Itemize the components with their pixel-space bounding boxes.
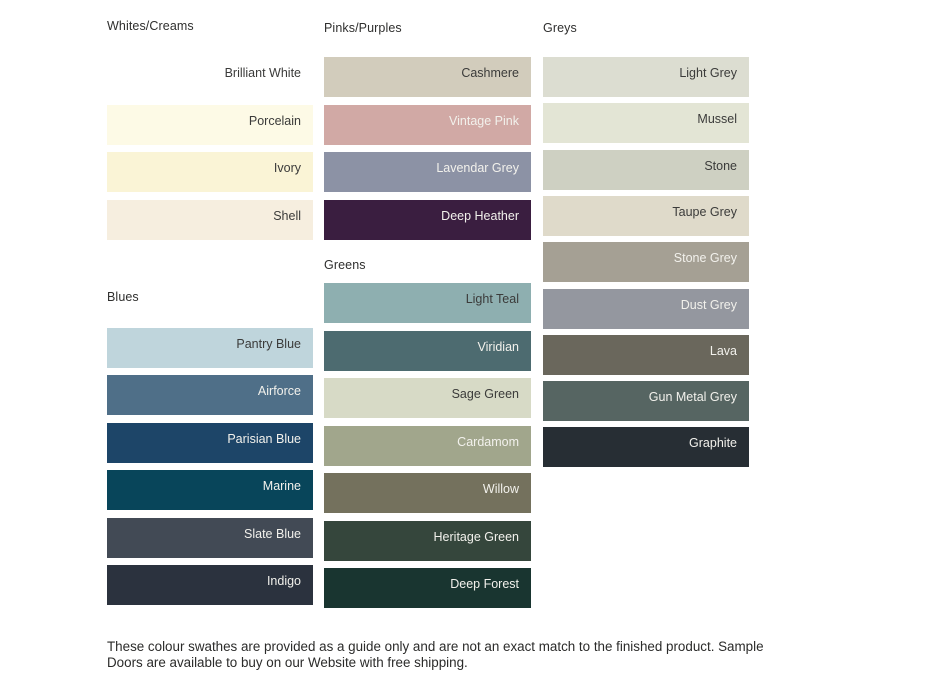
swatch-lava[interactable]: Lava: [543, 334, 749, 375]
swatch-willow[interactable]: Willow: [324, 473, 531, 513]
swatch-shell[interactable]: Shell: [107, 199, 313, 240]
swatch-gun-metal-grey[interactable]: Gun Metal Grey: [543, 381, 749, 422]
section-title-whites-creams: Whites/Creams: [107, 19, 194, 33]
swatch-label: Marine: [262, 479, 301, 493]
swatch-label: Indigo: [266, 574, 301, 588]
swatch-label: Light Grey: [679, 66, 737, 80]
swatch-label: Porcelain: [248, 113, 301, 128]
swatch-heritage-green[interactable]: Heritage Green: [324, 520, 531, 561]
footnote-line-1: These colour swathes are provided as a g…: [107, 639, 764, 654]
swatch-label: Ivory: [273, 161, 301, 175]
swatch-slate-blue[interactable]: Slate Blue: [107, 517, 313, 558]
swatch-label: Mussel: [697, 112, 737, 127]
section-title-greens: Greens: [324, 258, 366, 272]
swatch-label: Shell: [273, 208, 301, 223]
swatch-label: Cardamom: [457, 434, 519, 449]
footnote-line-2: Doors are available to buy on our Websit…: [107, 654, 468, 670]
swatch-cashmere[interactable]: Cashmere: [324, 57, 531, 97]
swatch-cardamom[interactable]: Cardamom: [324, 425, 531, 466]
swatch-light-teal[interactable]: Light Teal: [324, 283, 531, 323]
swatch-deep-heather[interactable]: Deep Heather: [324, 199, 531, 240]
swatch-label: Vintage Pink: [449, 113, 519, 128]
swatch-stone[interactable]: Stone: [543, 149, 749, 190]
swatch-parisian-blue[interactable]: Parisian Blue: [107, 422, 313, 463]
swatch-marine[interactable]: Marine: [107, 470, 313, 510]
swatch-vintage-pink[interactable]: Vintage Pink: [324, 104, 531, 145]
swatch-sage-green[interactable]: Sage Green: [324, 378, 531, 418]
swatch-label: Slate Blue: [244, 526, 301, 541]
swatch-pantry-blue[interactable]: Pantry Blue: [107, 327, 313, 368]
swatch-label: Sage Green: [451, 387, 519, 401]
swatch-label: Stone Grey: [673, 251, 737, 266]
swatch-label: Taupe Grey: [672, 204, 737, 219]
swatch-label: Heritage Green: [433, 529, 519, 544]
swatch-deep-forest[interactable]: Deep Forest: [324, 568, 531, 608]
swatch-label: Gun Metal Grey: [648, 390, 737, 405]
swatch-light-grey[interactable]: Light Grey: [543, 57, 749, 97]
swatch-brilliant-white[interactable]: Brilliant White: [107, 57, 313, 97]
swatch-taupe-grey[interactable]: Taupe Grey: [543, 195, 749, 236]
section-title-blues: Blues: [107, 290, 139, 304]
footnote: These colour swathes are provided as a g…: [107, 639, 767, 670]
swatch-label: Airforce: [257, 384, 301, 398]
swatch-label: Stone: [704, 158, 737, 173]
swatch-mussel[interactable]: Mussel: [543, 103, 749, 144]
swatch-indigo[interactable]: Indigo: [107, 565, 313, 605]
swatch-lavendar-grey[interactable]: Lavendar Grey: [324, 152, 531, 192]
swatch-label: Lava: [709, 343, 737, 358]
swatch-label: Pantry Blue: [236, 336, 301, 351]
swatch-label: Graphite: [689, 436, 737, 451]
swatch-porcelain[interactable]: Porcelain: [107, 104, 313, 145]
swatch-stone-grey[interactable]: Stone Grey: [543, 242, 749, 283]
swatch-label: Viridian: [477, 339, 519, 354]
swatch-graphite[interactable]: Graphite: [543, 427, 749, 468]
swatch-label: Deep Forest: [450, 577, 519, 591]
swatch-label: Deep Heather: [441, 208, 519, 223]
swatch-ivory[interactable]: Ivory: [107, 152, 313, 192]
swatch-label: Willow: [482, 482, 519, 496]
swatch-label: Brilliant White: [224, 66, 301, 80]
swatch-viridian[interactable]: Viridian: [324, 330, 531, 371]
swatch-label: Lavendar Grey: [436, 161, 519, 175]
swatch-airforce[interactable]: Airforce: [107, 375, 313, 415]
section-title-pinks-purples: Pinks/Purples: [324, 21, 402, 35]
swatch-label: Cashmere: [461, 66, 519, 80]
section-title-greys: Greys: [543, 21, 577, 35]
swatch-label: Dust Grey: [680, 297, 737, 312]
swatch-label: Parisian Blue: [227, 431, 301, 446]
swatch-label: Light Teal: [465, 292, 519, 306]
swatch-dust-grey[interactable]: Dust Grey: [543, 288, 749, 329]
